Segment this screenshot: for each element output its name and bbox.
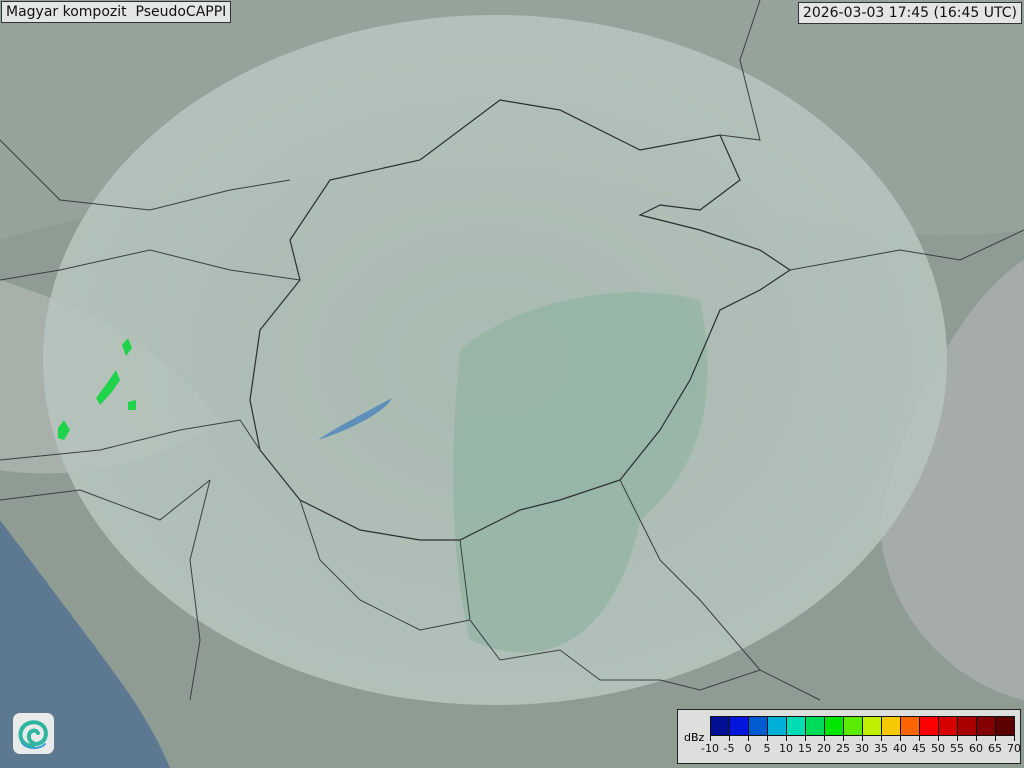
color-swatch (977, 717, 996, 735)
tick-mark (805, 736, 806, 741)
tick-mark (919, 736, 920, 741)
color-swatch (806, 717, 825, 735)
color-swatch (863, 717, 882, 735)
tick-label: 5 (763, 742, 771, 755)
color-swatch (882, 717, 901, 735)
tick-mark (710, 736, 711, 741)
tick-label: 20 (817, 742, 831, 755)
carpathian-terrain (880, 260, 1024, 700)
map-title: Magyar kompozit PseudoCAPPI (1, 1, 232, 23)
color-swatch (958, 717, 977, 735)
tick-label: 50 (931, 742, 945, 755)
tick-mark (824, 736, 825, 741)
hungary-border (249, 99, 792, 541)
tick-mark (767, 736, 768, 741)
tick-label: 65 (988, 742, 1002, 755)
country-borders (0, 0, 1024, 701)
tick-mark (843, 736, 844, 741)
color-swatch (996, 717, 1014, 735)
tick-label: 40 (893, 742, 907, 755)
color-swatch (787, 717, 806, 735)
tick-mark (881, 736, 882, 741)
tick-label: 30 (855, 742, 869, 755)
tick-label: 45 (912, 742, 926, 755)
tick-label: -10 (701, 742, 719, 755)
swirl-logo-icon (18, 720, 48, 749)
tick-label: 25 (836, 742, 850, 755)
tick-mark (748, 736, 749, 741)
color-swatch (711, 717, 730, 735)
tick-mark (786, 736, 787, 741)
tick-label: 10 (779, 742, 793, 755)
tick-mark (900, 736, 901, 741)
tick-mark (957, 736, 958, 741)
color-swatch (920, 717, 939, 735)
tick-label: 15 (798, 742, 812, 755)
color-swatch (749, 717, 768, 735)
color-swatch (844, 717, 863, 735)
dbz-legend: dBz -10 -5 0 5 10 15 20 25 30 35 40 45 50 55 60 65 70 (677, 709, 1021, 764)
tick-label: 60 (969, 742, 983, 755)
tick-label: 0 (744, 742, 752, 755)
color-swatch (768, 717, 787, 735)
tick-mark (1014, 736, 1015, 741)
great-plain (453, 292, 708, 653)
echo-cell (122, 338, 132, 356)
legend-ticks: -10 -5 0 5 10 15 20 25 30 35 40 45 50 55 60 65 70 (701, 736, 1021, 758)
tick-label: -5 (723, 742, 735, 755)
legend-unit: dBz (684, 731, 705, 744)
color-scale (710, 716, 1015, 736)
adriatic-sea (0, 520, 170, 768)
tick-label: 55 (950, 742, 964, 755)
radar-echoes (58, 338, 136, 440)
echo-cell (96, 370, 120, 405)
color-swatch (901, 717, 920, 735)
tick-label: 70 (1007, 742, 1021, 755)
color-swatch (939, 717, 958, 735)
color-swatch (825, 717, 844, 735)
tick-mark (938, 736, 939, 741)
echo-cell (128, 400, 136, 410)
timestamp: 2026-03-03 17:45 (16:45 UTC) (797, 2, 1022, 24)
lake-balaton (318, 398, 392, 440)
tick-mark (862, 736, 863, 741)
tick-mark (995, 736, 996, 741)
tick-mark (976, 736, 977, 741)
omsz-logo[interactable] (13, 713, 54, 754)
echo-cell (58, 420, 70, 440)
tick-label: 35 (874, 742, 888, 755)
tick-mark (729, 736, 730, 741)
color-swatch (730, 717, 749, 735)
